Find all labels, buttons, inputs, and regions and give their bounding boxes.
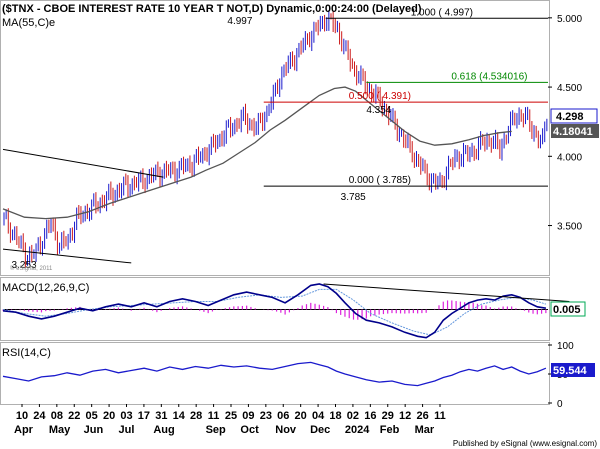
x-month-label-1: May xyxy=(49,424,71,436)
x-day-label-10: 28 xyxy=(190,410,202,422)
extreme-label-0: 4.997 xyxy=(227,16,252,27)
fibonacci-levels: 1.000 ( 4.997) 0.618 (4.534016) 0.500 ( 4.… xyxy=(263,7,548,187)
x-day-label-17: 04 xyxy=(312,410,325,422)
x-month-label-8: Dec xyxy=(310,424,330,436)
x-day-label-16: 20 xyxy=(295,410,307,422)
price-y-ticks: 5.000 4.500 4.000 3.500 xyxy=(557,14,582,233)
macd-value-badge-bg xyxy=(550,301,586,317)
fib-label-0: 1.000 ( 4.997) xyxy=(411,7,473,18)
x-day-label-22: 12 xyxy=(399,410,411,422)
rsi-value-badge: 59.544 xyxy=(551,363,595,377)
macd-value-badge-text: 0.005 xyxy=(553,304,581,316)
macd-value-badge: 0.005 xyxy=(550,301,586,317)
chart-title: ($TNX - CBOE INTEREST RATE 10 YEAR T NOT… xyxy=(2,3,422,15)
ma-value-badge: 4.18041 xyxy=(551,124,599,138)
x-month-label-5: Sep xyxy=(206,424,226,436)
x-day-label-23: 26 xyxy=(416,410,428,422)
macd-trendline xyxy=(323,283,570,302)
x-month-label-7: Nov xyxy=(275,424,297,436)
price-trendline-0 xyxy=(2,148,164,178)
price-ytick-0: 5.000 xyxy=(557,14,582,25)
x-month-label-0: Apr xyxy=(14,424,34,436)
ma-path xyxy=(2,86,512,220)
macd-panel-frame xyxy=(0,277,550,341)
extreme-label-1: 4.354 xyxy=(366,105,391,116)
price-ytick-2: 4.000 xyxy=(557,152,582,163)
x-month-label-3: Jul xyxy=(119,424,135,436)
x-day-label-11: 11 xyxy=(208,410,220,422)
x-day-label-13: 09 xyxy=(242,410,254,422)
price-panel-frame xyxy=(0,0,550,276)
x-day-label-24: 11 xyxy=(434,410,446,422)
x-day-label-14: 23 xyxy=(260,410,272,422)
watermark: © eSignal, 2011 xyxy=(10,265,53,272)
rsi-label: RSI(14,C) xyxy=(2,347,51,359)
x-day-label-6: 03 xyxy=(120,410,132,422)
extreme-label-2: 3.785 xyxy=(341,192,366,203)
rsi-ytick-0: 100 xyxy=(557,341,574,352)
price-ytick-1: 4.500 xyxy=(557,83,582,94)
x-month-label-6: Oct xyxy=(240,424,259,436)
x-month-label-4: Aug xyxy=(153,424,174,436)
macd-line xyxy=(2,283,547,339)
x-day-label-18: 18 xyxy=(329,410,341,422)
x-month-label-11: Mar xyxy=(415,424,435,436)
ma-value-badge-text: 4.18041 xyxy=(553,126,593,138)
trendlines xyxy=(2,148,164,264)
x-day-label-1: 24 xyxy=(33,410,46,422)
rsi-value-badge-bg xyxy=(551,363,595,377)
macd-lines xyxy=(2,283,570,339)
fib-label-1: 0.618 (4.534016) xyxy=(451,71,527,82)
extreme-labels: 4.997 4.354 3.785 3.253 xyxy=(12,16,392,271)
price-candles xyxy=(3,10,548,268)
x-axis-day-labels: 10 24 08 22 05 20 03 17 31 14 28 11 25 09 23 06 20 04 18 02… xyxy=(16,404,446,422)
x-day-label-3: 22 xyxy=(68,410,80,422)
macd-label: MACD(12,26,9,C) xyxy=(2,282,89,294)
x-month-label-10: Feb xyxy=(380,424,400,436)
price-trendline-1 xyxy=(2,248,132,264)
x-day-label-12: 25 xyxy=(225,410,237,422)
footer: Published by eSignal (www.esignal.com) xyxy=(453,439,597,448)
x-month-label-9: 2024 xyxy=(345,424,370,436)
x-day-label-4: 05 xyxy=(86,410,98,422)
rsi-ytick-2: 0 xyxy=(557,399,563,410)
x-day-label-19: 02 xyxy=(347,410,359,422)
ma-value-badge-bg xyxy=(551,124,599,138)
x-day-label-21: 29 xyxy=(382,410,394,422)
x-day-label-9: 14 xyxy=(173,410,186,422)
x-axis-month-labels: Apr May Jun Jul Aug Sep Oct Nov Dec 2024 Feb Mar xyxy=(14,424,435,436)
x-day-label-5: 20 xyxy=(103,410,115,422)
fib-label-3: 0.000 ( 3.785) xyxy=(349,175,411,186)
ma-label: MA(55,C)e xyxy=(2,17,55,29)
rsi-line xyxy=(2,361,547,387)
price-ytick-3: 3.500 xyxy=(557,222,582,233)
x-day-label-0: 10 xyxy=(16,410,28,422)
fib-label-2: 0.500 ( 4.391) xyxy=(349,91,411,102)
last-price-badge: 4.298 xyxy=(550,108,598,124)
moving-average-line xyxy=(2,86,512,220)
x-day-label-8: 31 xyxy=(155,410,167,422)
last-price-badge-bg xyxy=(550,108,598,124)
rsi-path xyxy=(2,361,547,387)
x-month-label-2: Jun xyxy=(84,424,104,436)
extreme-label-3: 3.253 xyxy=(12,260,37,271)
last-price-badge-text: 4.298 xyxy=(556,111,584,123)
x-day-label-7: 17 xyxy=(138,410,150,422)
x-day-label-20: 16 xyxy=(364,410,376,422)
x-day-label-2: 08 xyxy=(51,410,63,422)
rsi-value-badge-text: 59.544 xyxy=(553,365,588,377)
x-day-label-15: 06 xyxy=(277,410,289,422)
price-grid xyxy=(548,17,552,227)
